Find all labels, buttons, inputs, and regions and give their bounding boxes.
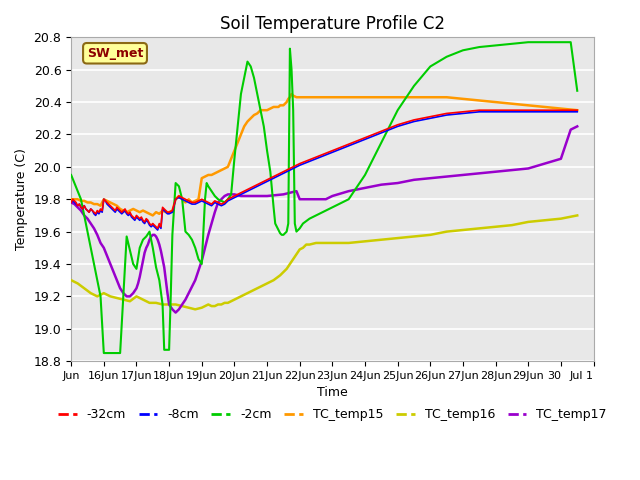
Text: SW_met: SW_met [87,47,143,60]
Y-axis label: Temperature (C): Temperature (C) [15,148,28,250]
Title: Soil Temperature Profile C2: Soil Temperature Profile C2 [220,15,445,33]
Legend: -32cm, -8cm, -2cm, TC_temp15, TC_temp16, TC_temp17: -32cm, -8cm, -2cm, TC_temp15, TC_temp16,… [53,403,612,426]
X-axis label: Time: Time [317,386,348,399]
